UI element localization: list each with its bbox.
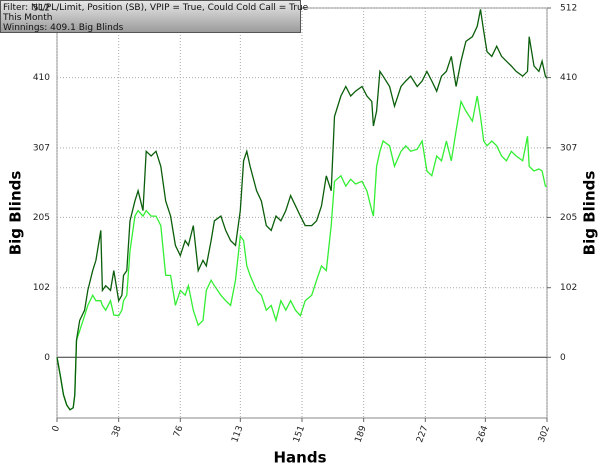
- y2-tick-label: 102: [560, 283, 577, 293]
- summary-text: Winnings: 409.1 Big Blinds: [3, 23, 124, 33]
- x-tick-label: 227: [415, 424, 430, 444]
- x-axis-title: Hands: [273, 449, 326, 466]
- y-axis-title: Big Blinds: [7, 171, 25, 256]
- y2-tick-label: 512: [560, 4, 577, 14]
- y-tick-label: 205: [33, 213, 50, 223]
- series-line: [56, 9, 548, 411]
- x-tick-label: 151: [292, 424, 307, 444]
- period-text: This Month: [2, 13, 52, 23]
- legend-box: [0, 0, 301, 33]
- y2-tick-label: 307: [560, 143, 577, 153]
- plot: [56, 7, 548, 418]
- y-tick-label: 102: [33, 283, 50, 293]
- y-tick-label: 410: [33, 73, 50, 83]
- y2-tick-label: 205: [560, 213, 577, 223]
- filter-text: Filter: NL/PL/Limit, Position (SB), VPIP…: [3, 3, 309, 13]
- y-tick-label: 0: [44, 353, 50, 363]
- series-line: [56, 95, 547, 411]
- x-tick-label: 38: [111, 424, 124, 438]
- y2-axis-title: Big Blinds: [581, 171, 599, 256]
- x-tick-label: 264: [475, 424, 490, 444]
- x-tick-label: 189: [354, 424, 369, 444]
- x-tick-label: 113: [230, 424, 245, 444]
- x-tick-label: 302: [537, 424, 552, 444]
- x-tick-label: 0: [51, 424, 62, 433]
- y-tick-label: 307: [33, 143, 50, 153]
- y2-tick-label: 0: [560, 353, 566, 363]
- x-tick-label: 76: [172, 424, 185, 438]
- y2-tick-label: 410: [560, 73, 577, 83]
- y-tick-label: 512: [33, 4, 50, 14]
